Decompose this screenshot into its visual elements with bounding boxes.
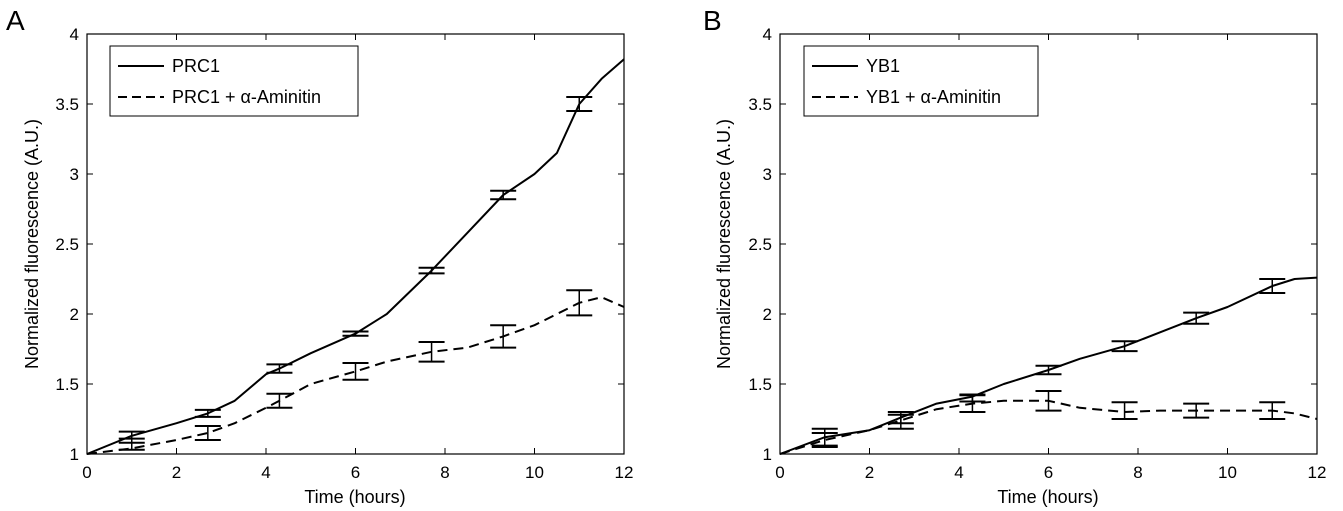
panel-a-legend: PRC1 PRC1 + α-Aminitin [109,45,359,117]
panel-a-series-0-errorbar [418,266,445,275]
panel-b-series-1-errorbar [1111,401,1138,420]
panel-a-series-0-line [86,58,625,455]
panel-b-legend-box [803,45,1039,117]
panel-b-xtick-label: 0 [775,463,784,482]
panel-a-xtick-label: 10 [525,463,544,482]
panel-b-ytick-label: 2 [763,305,772,324]
panel-b: B 0 2 4 6 8 10 12 1 1.5 2 2.5 3 3.5 4 YB1 YB1 + α-Ami… [703,5,1326,507]
panel-b-series-1-line [779,399,1318,455]
panel-b-series-1-errorbar [1183,402,1210,419]
panel-a-xtick-label: 6 [351,463,360,482]
panel-a-series-1-errorbar [194,425,221,441]
panel-b-series-0-errorbar [1259,278,1286,294]
panel-b-xtick-label: 10 [1218,463,1237,482]
panel-a-ytick-label: 3 [70,165,79,184]
panel-b-series-0-errorbar [1111,340,1138,353]
panel-a-ylabel: Normalized fluorescence (A.U.) [22,119,42,369]
panel-a-xtick-label: 12 [615,463,634,482]
panel-b-series-1-errorbar [811,432,838,448]
panel-b-legend-label-0: YB1 [866,56,900,76]
panel-b-xtick-label: 2 [865,463,874,482]
panel-a: A 0 2 4 6 8 10 12 1 1.5 2 2.5 3 3.5 4 PRC1 PRC1 + α-A… [6,5,633,507]
panel-b-series-1-errorbar [959,394,986,413]
panel-b-xtick-label: 12 [1308,463,1327,482]
panel-a-series-1-errorbar [266,392,293,409]
panel-b-legend: YB1 YB1 + α-Aminitin [803,45,1039,117]
panel-a-series-0-errorbar [566,96,593,112]
panel-b-ytick-label: 2.5 [748,235,772,254]
panel-b-letter: B [703,5,722,36]
panel-a-ytick-label: 1 [70,445,79,464]
panel-a-series-1-errorbar [118,437,145,451]
panel-b-series-1-errorbar [1035,390,1062,412]
panel-b-ytick-label: 3.5 [748,95,772,114]
panel-b-xlabel: Time (hours) [997,487,1098,507]
panel-b-xtick-label: 4 [954,463,963,482]
panel-b-ytick-label: 1.5 [748,375,772,394]
panel-b-ticks: 0 2 4 6 8 10 12 1 1.5 2 2.5 3 3.5 4 [748,25,1326,482]
panel-a-xtick-label: 2 [172,463,181,482]
panel-a-xtick-label: 4 [261,463,270,482]
panel-a-legend-label-0: PRC1 [172,56,220,76]
panel-a-ytick-label: 4 [70,25,79,44]
panel-a-ytick-label: 2 [70,305,79,324]
panel-b-xtick-label: 6 [1044,463,1053,482]
panel-a-ticks: 0 2 4 6 8 10 12 1 1.5 2 2.5 3 3.5 4 [55,25,633,482]
panel-a-xtick-label: 0 [82,463,91,482]
panel-a-letter: A [6,5,25,36]
panel-a-ytick-label: 2.5 [55,235,79,254]
panel-a-legend-box [109,45,359,117]
panel-a-series-0-errorbar [266,363,293,374]
panel-b-series-0-line [779,276,1318,455]
panel-a-ytick-label: 3.5 [55,95,79,114]
panel-b-ytick-label: 1 [763,445,772,464]
panel-a-series-1-errorbar [566,289,593,317]
panel-b-series-0-errorbar [1035,364,1062,376]
panel-a-legend-label-1: PRC1 + α-Aminitin [172,87,321,107]
panel-a-ytick-label: 1.5 [55,375,79,394]
panel-b-ytick-label: 4 [763,25,772,44]
panel-a-series-1-errorbar [418,341,445,363]
panel-a-series-0-errorbar [194,408,221,418]
panel-b-series [779,276,1318,455]
panel-b-series-1-errorbar [887,413,914,430]
panel-a-xtick-label: 8 [440,463,449,482]
panel-a-series-1-line [86,296,625,455]
panel-a-series-0-errorbar [342,330,369,337]
panel-b-series-0-errorbar [1183,311,1210,325]
panel-b-legend-label-1: YB1 + α-Aminitin [866,87,1001,107]
panel-b-series-1-errorbar [1259,401,1286,420]
panel-b-ylabel: Normalized fluorescence (A.U.) [714,119,734,369]
panel-b-ytick-label: 3 [763,165,772,184]
panel-a-xlabel: Time (hours) [304,487,405,507]
panel-a-series [86,58,625,455]
panel-a-series-1-errorbar [342,362,369,381]
panel-b-xtick-label: 8 [1133,463,1142,482]
panel-a-series-0-errorbar [490,189,517,201]
panel-a-series-1-errorbar [490,324,517,349]
